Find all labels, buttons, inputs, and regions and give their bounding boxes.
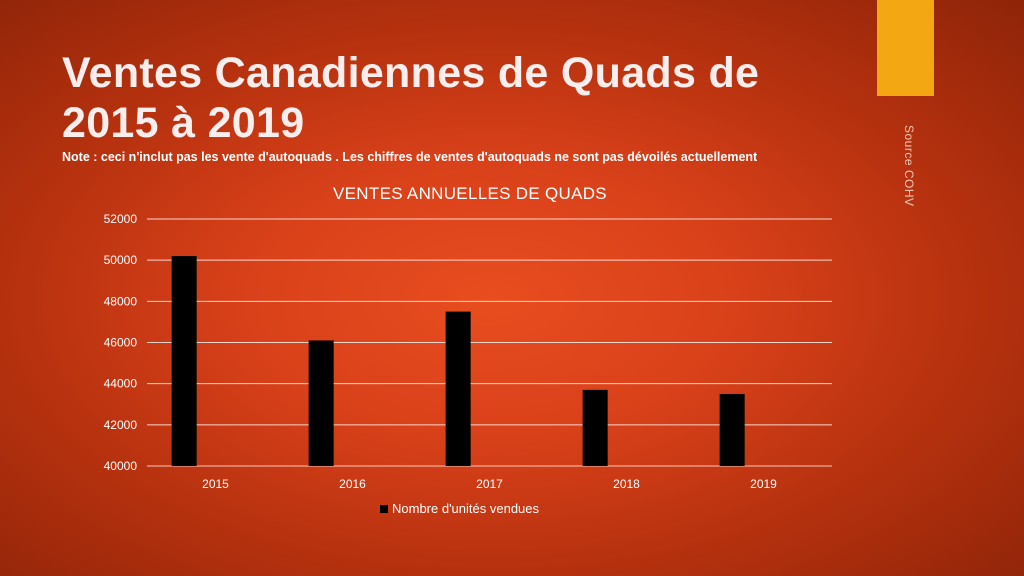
accent-bar bbox=[877, 0, 934, 96]
bar-2018 bbox=[582, 389, 608, 466]
y-tick-label: 48000 bbox=[104, 294, 138, 308]
x-tick-label: 2017 bbox=[476, 477, 503, 491]
legend: Nombre d'unités vendues bbox=[380, 501, 539, 516]
bar-2017 bbox=[445, 311, 471, 466]
x-tick-label: 2019 bbox=[750, 477, 777, 491]
legend-swatch bbox=[380, 504, 388, 513]
y-tick-label: 44000 bbox=[104, 377, 138, 391]
y-tick-label: 52000 bbox=[104, 212, 138, 226]
x-tick-label: 2016 bbox=[339, 477, 366, 491]
y-tick-label: 46000 bbox=[104, 336, 138, 350]
y-tick-label: 42000 bbox=[104, 418, 138, 432]
x-tick-label: 2018 bbox=[613, 477, 640, 491]
x-tick-label: 2015 bbox=[202, 477, 229, 491]
legend-label: Nombre d'unités vendues bbox=[392, 501, 540, 516]
bar-2015 bbox=[171, 256, 197, 466]
slide-title: Ventes Canadiennes de Quads de 2015 à 20… bbox=[62, 49, 760, 147]
y-tick-label: 50000 bbox=[104, 253, 138, 267]
bar-2016 bbox=[308, 340, 334, 466]
chart-title: VENTES ANNUELLES DE QUADS bbox=[333, 184, 607, 203]
slide-note: Note : ceci n'inclut pas les vente d'aut… bbox=[62, 150, 758, 164]
y-tick-label: 40000 bbox=[104, 459, 138, 473]
bar-2019 bbox=[719, 393, 745, 466]
source-label: Source COHV bbox=[902, 125, 916, 207]
